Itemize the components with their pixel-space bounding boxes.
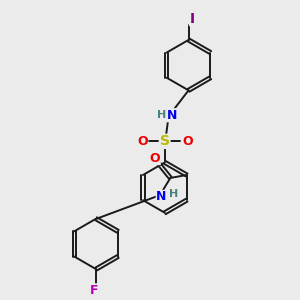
Text: H: H <box>169 189 178 199</box>
Text: S: S <box>160 134 170 148</box>
Text: H: H <box>157 110 167 120</box>
Text: O: O <box>150 152 160 165</box>
Text: I: I <box>190 12 195 26</box>
Text: N: N <box>156 190 167 203</box>
Text: O: O <box>182 135 193 148</box>
Text: N: N <box>167 109 177 122</box>
Text: F: F <box>90 284 99 297</box>
Text: O: O <box>137 135 148 148</box>
